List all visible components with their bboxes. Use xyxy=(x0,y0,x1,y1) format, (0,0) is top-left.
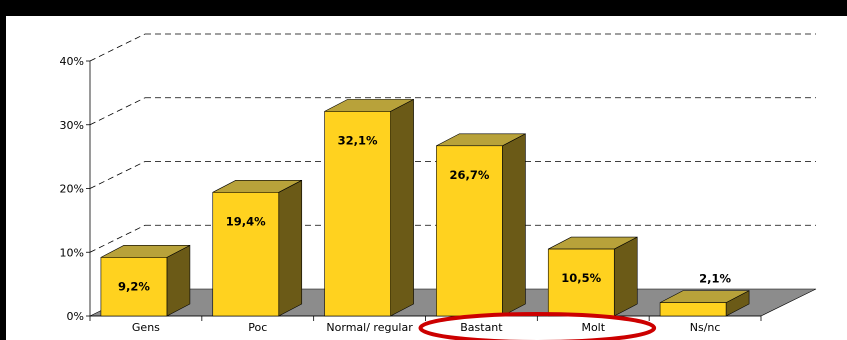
x-tick-label: Ns/nc xyxy=(690,321,721,334)
bar-molt xyxy=(547,236,638,317)
x-tick-label: Poc xyxy=(248,321,267,334)
x-tick-label: Normal/ regular xyxy=(326,321,413,334)
data-label: 10,5% xyxy=(561,271,601,285)
y-tick-label: 40% xyxy=(60,55,84,68)
data-label: 2,1% xyxy=(699,272,731,286)
bar-side xyxy=(613,236,638,317)
highlight-layer xyxy=(418,312,657,340)
bar-front xyxy=(436,145,503,317)
bar-gens xyxy=(100,244,191,317)
bar-front xyxy=(659,302,727,317)
highlight-ellipse xyxy=(418,312,657,340)
bar-front xyxy=(212,192,280,317)
data-label: 9,2% xyxy=(118,279,150,293)
y-tick-label: 0% xyxy=(67,310,84,323)
y-tick-label: 30% xyxy=(60,119,84,132)
data-label: 32,1% xyxy=(338,133,378,147)
data-label: 26,7% xyxy=(449,168,489,182)
chart-frame: 0% 10% 20% 30% 40% 9,2% Gens 19,4% Poc 32,1% Norm… xyxy=(6,16,847,340)
bar-front xyxy=(324,111,391,317)
bar-ns-nc xyxy=(659,290,750,317)
bar-normal-regular xyxy=(324,98,414,317)
x-tick-label: Gens xyxy=(132,321,160,334)
bar-chart: 0% 10% 20% 30% 40% 9,2% Gens 19,4% Poc 32,1% Norm… xyxy=(60,33,817,340)
axes: 0% 10% 20% 30% 40% xyxy=(60,55,762,323)
gridline-depth xyxy=(89,97,146,126)
gridline-depth xyxy=(89,161,146,189)
bar-side xyxy=(278,179,303,317)
bars xyxy=(100,98,750,317)
bar-bastant xyxy=(436,133,526,317)
bar-side xyxy=(166,244,191,317)
bar-side xyxy=(390,98,414,317)
bar-front xyxy=(547,248,615,317)
y-tick-label: 20% xyxy=(60,183,84,196)
x-tick-label: Bastant xyxy=(460,321,503,334)
gridline-depth xyxy=(89,224,146,253)
x-tick-label: Molt xyxy=(581,321,605,334)
bar-front xyxy=(100,257,168,317)
gridline-depth xyxy=(89,33,146,62)
bar-side xyxy=(502,133,526,317)
bar-poc xyxy=(212,179,303,317)
y-tick-label: 10% xyxy=(60,246,84,259)
data-label: 19,4% xyxy=(226,214,266,228)
labels: 9,2% Gens 19,4% Poc 32,1% Normal/ regular 26,7… xyxy=(118,133,732,334)
